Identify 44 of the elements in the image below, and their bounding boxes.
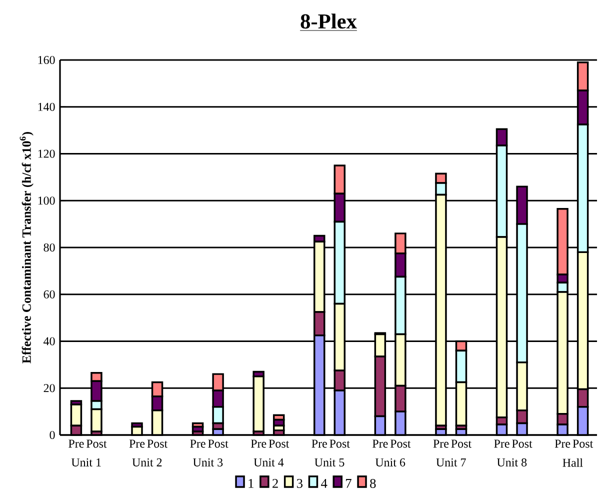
legend-label: 1 xyxy=(248,478,254,488)
legend-label: 3 xyxy=(297,478,303,488)
y-tick-label: 60 xyxy=(44,290,55,298)
x-tick-label: Post xyxy=(572,440,594,448)
x-tick-label: Pre xyxy=(250,440,266,448)
text: Unit 3 xyxy=(193,458,223,466)
x-tick-label: Post xyxy=(86,440,107,448)
y-tick-label: 0 xyxy=(50,430,55,440)
y-tick-label: 140 xyxy=(38,102,55,111)
x-tick-label: Pre xyxy=(554,440,570,448)
x-tick-label: Post xyxy=(147,440,168,448)
y-tick-label: 80 xyxy=(44,243,55,252)
x-tick-label: Pre xyxy=(433,440,449,448)
x-tick-label: Post xyxy=(390,440,411,448)
y-tick-label: 40 xyxy=(44,337,55,346)
text: Unit 1 xyxy=(71,458,101,466)
text: Unit 6 xyxy=(375,458,406,466)
x-tick-label: Pre xyxy=(494,440,510,448)
text: Unit 2 xyxy=(132,458,162,466)
y-tick-label: 120 xyxy=(38,150,55,158)
x-tick-label: Post xyxy=(451,440,472,448)
y-tick-label: 100 xyxy=(38,196,55,205)
y-tick-label: 160 xyxy=(38,56,55,64)
text: Unit 4 xyxy=(254,458,284,466)
y-tick-label: 20 xyxy=(44,384,55,392)
text: Unit 7 xyxy=(436,458,466,466)
x-tick-label: Post xyxy=(268,440,290,448)
x-tick-label: Post xyxy=(512,440,532,448)
legend-label: 8 xyxy=(370,478,376,488)
x-tick-label: Pre xyxy=(312,440,327,448)
legend-label: 4 xyxy=(321,478,328,488)
text: Hall xyxy=(562,458,583,467)
y-axis-title: Effective Contaminant Transfer (h/cf x10$^{6}$) xyxy=(20,132,34,364)
x-tick-label: Pre xyxy=(190,440,206,448)
x-tick-label: Pre xyxy=(129,440,145,448)
x-tick-label: Pre xyxy=(68,440,84,448)
legend-label: 7 xyxy=(346,479,352,488)
x-tick-label: Post xyxy=(208,440,228,448)
x-tick-label: Post xyxy=(330,440,350,448)
chart-title: 8-Plex xyxy=(300,14,357,29)
legend-label: 2 xyxy=(272,478,278,488)
text: Unit 5 xyxy=(314,458,344,466)
x-tick-label: Pre xyxy=(372,440,388,448)
text: Unit 8 xyxy=(496,458,527,466)
